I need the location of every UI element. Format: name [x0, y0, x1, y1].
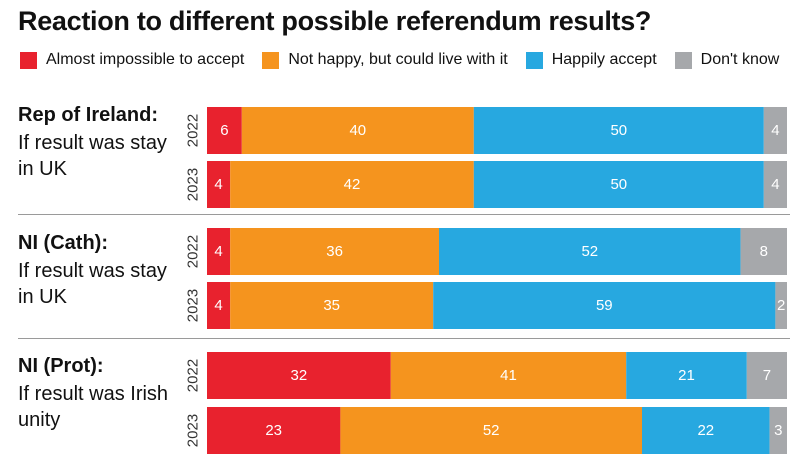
bar-rep-of-ireland-2023-happily-accept	[473, 161, 764, 208]
legend-label-happily-accept: Happily accept	[551, 51, 657, 68]
legend-label-not-happy: Not happy, but could live with it	[288, 51, 508, 68]
bar-rep-of-ireland-2022-not-happy	[241, 107, 474, 154]
bar-ni-cath-2023-not-happy	[230, 282, 434, 329]
chart-title: Reaction to different possible referendu…	[18, 6, 652, 36]
bar-label-ni-prot-2022-impossible: 32	[291, 367, 308, 384]
bar-ni-prot-2022-happily-accept	[626, 352, 747, 399]
bar-ni-cath-2023-impossible	[207, 282, 231, 329]
legend-item-happily-accept: Happily accept	[525, 51, 657, 69]
legend-swatch-impossible	[20, 51, 37, 69]
group-subtitle-ni-prot: If result was Irish unity	[18, 383, 169, 431]
bar-label-ni-prot-2023-not-happy: 52	[483, 422, 500, 439]
bar-rep-of-ireland-2023-not-happy	[230, 161, 474, 208]
bar-rep-of-ireland-2022-dont-know	[763, 107, 787, 154]
bar-rep-of-ireland-2023-dont-know	[763, 161, 787, 208]
bar-label-ni-prot-2023-happily-accept: 22	[697, 422, 714, 439]
legend-swatch-not-happy	[262, 51, 280, 69]
legend: Almost impossible to accept Not happy, b…	[20, 48, 797, 72]
bar-rep-of-ireland-2022-happily-accept	[473, 107, 764, 154]
bar-ni-prot-2023-impossible	[207, 407, 341, 454]
bar-label-ni-prot-2022-not-happy: 41	[500, 367, 517, 384]
bar-label-ni-prot-2023-dont-know: 3	[774, 422, 782, 439]
group-divider-2	[18, 338, 790, 339]
bar-label-ni-cath-2022-dont-know: 8	[760, 243, 768, 260]
group-subtitle-ni-cath: If result was stay in UK	[18, 260, 167, 308]
bar-label-ni-cath-2022-impossible: 4	[214, 243, 222, 260]
bar-ni-prot-2023-happily-accept	[642, 407, 770, 454]
bar-label-ni-cath-2023-not-happy: 35	[323, 297, 340, 314]
bar-ni-cath-2022-dont-know	[740, 228, 787, 275]
group-title-ni-prot: NI (Prot):	[18, 355, 104, 377]
legend-swatch-dont-know	[674, 51, 692, 69]
bar-rep-of-ireland-2023-impossible	[207, 161, 231, 208]
bar-label-ni-cath-2022-happily-accept: 52	[581, 243, 598, 260]
group-title-ni-cath: NI (Cath):	[18, 232, 108, 254]
year-label-rep-of-ireland-2022: 2022	[185, 114, 202, 147]
legend-item-impossible: Almost impossible to accept	[20, 51, 244, 69]
year-label-ni-prot-2023: 2023	[185, 414, 202, 447]
bar-ni-prot-2022-not-happy	[390, 352, 627, 399]
bar-label-rep-of-ireland-2022-dont-know: 4	[771, 122, 779, 139]
bar-label-rep-of-ireland-2023-dont-know: 4	[771, 176, 779, 193]
bar-label-ni-cath-2022-not-happy: 36	[326, 243, 343, 260]
bar-ni-cath-2023-happily-accept	[433, 282, 776, 329]
bar-ni-prot-2022-dont-know	[746, 352, 787, 399]
bar-label-ni-prot-2022-dont-know: 7	[763, 367, 771, 384]
bar-label-rep-of-ireland-2023-impossible: 4	[214, 176, 222, 193]
legend-item-not-happy: Not happy, but could live with it	[262, 51, 508, 69]
bar-label-ni-cath-2023-happily-accept: 59	[596, 297, 613, 314]
bar-ni-cath-2022-impossible	[207, 228, 231, 275]
year-label-ni-cath-2023: 2023	[185, 289, 202, 322]
bar-label-rep-of-ireland-2022-happily-accept: 50	[610, 122, 627, 139]
group-divider-1	[18, 214, 790, 215]
year-label-rep-of-ireland-2023: 2023	[185, 168, 202, 201]
bar-label-rep-of-ireland-2023-happily-accept: 50	[610, 176, 627, 193]
bar-rep-of-ireland-2022-impossible	[207, 107, 242, 154]
bar-label-rep-of-ireland-2022-not-happy: 40	[349, 122, 366, 139]
bar-ni-prot-2023-not-happy	[340, 407, 642, 454]
bar-label-ni-prot-2022-happily-accept: 21	[678, 367, 695, 384]
bar-ni-cath-2022-not-happy	[230, 228, 439, 275]
legend-label-dont-know: Don't know	[700, 51, 780, 68]
legend-label-impossible: Almost impossible to accept	[46, 51, 245, 68]
bar-label-rep-of-ireland-2022-impossible: 6	[220, 122, 228, 139]
bar-ni-prot-2023-dont-know	[769, 407, 787, 454]
bar-ni-cath-2022-happily-accept	[439, 228, 741, 275]
bar-ni-cath-2023-dont-know	[775, 282, 787, 329]
legend-swatch-happily-accept	[525, 51, 543, 69]
bar-label-rep-of-ireland-2023-not-happy: 42	[344, 176, 361, 193]
bar-label-ni-prot-2023-impossible: 23	[265, 422, 282, 439]
year-label-ni-prot-2022: 2022	[185, 359, 202, 392]
year-label-ni-cath-2022: 2022	[185, 235, 202, 268]
bar-label-ni-cath-2023-dont-know: 2	[777, 297, 785, 314]
group-subtitle-rep-of-ireland: If result was stay in UK	[18, 132, 167, 180]
group-title-rep-of-ireland: Rep of Ireland:	[18, 104, 159, 126]
bar-ni-prot-2022-impossible	[207, 352, 391, 399]
legend-item-dont-know: Don't know	[674, 51, 780, 69]
bar-label-ni-cath-2023-impossible: 4	[214, 297, 222, 314]
